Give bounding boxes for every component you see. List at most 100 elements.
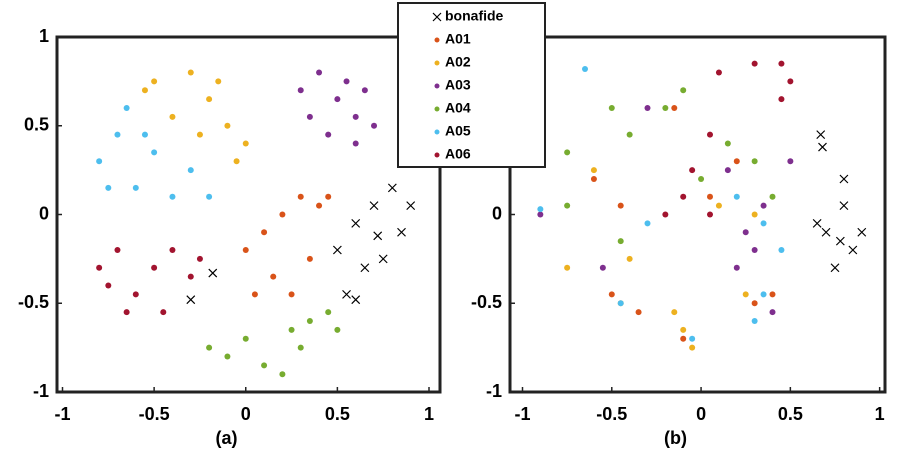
point xyxy=(599,264,606,271)
point xyxy=(635,309,642,316)
point xyxy=(325,131,332,138)
point xyxy=(689,335,696,342)
point xyxy=(564,202,571,209)
y-tick-label: 0 xyxy=(39,203,49,223)
point xyxy=(608,105,615,111)
point xyxy=(196,131,203,138)
point xyxy=(617,300,624,307)
y-tick-label: 0.5 xyxy=(24,115,49,135)
point xyxy=(760,291,767,298)
point xyxy=(123,309,130,316)
legend-marker xyxy=(432,12,442,22)
point xyxy=(724,167,731,174)
legend-marker xyxy=(434,83,440,89)
point xyxy=(839,174,849,184)
point xyxy=(857,227,867,237)
point xyxy=(689,167,696,174)
point xyxy=(151,264,158,271)
point xyxy=(733,193,740,200)
point xyxy=(141,131,148,138)
point xyxy=(332,245,342,255)
point xyxy=(371,122,378,129)
point xyxy=(742,229,749,236)
legend-label: A06 xyxy=(445,146,471,162)
point xyxy=(342,289,351,299)
point xyxy=(215,78,222,85)
legend-marker xyxy=(434,60,440,66)
legend-label: A05 xyxy=(445,123,471,139)
point xyxy=(151,78,158,85)
x-tick-label: 0.5 xyxy=(325,404,350,424)
point xyxy=(733,264,740,271)
point xyxy=(812,218,822,228)
point xyxy=(242,140,249,147)
point xyxy=(279,211,286,218)
point xyxy=(760,220,767,227)
point xyxy=(288,326,295,333)
y-tick-label: -0.5 xyxy=(471,292,502,312)
point xyxy=(351,295,361,305)
x-tick-label: -0.5 xyxy=(139,404,170,424)
legend-label: A01 xyxy=(445,31,471,47)
point xyxy=(169,247,176,253)
point xyxy=(564,264,571,271)
point xyxy=(325,309,332,316)
point xyxy=(662,211,669,218)
point xyxy=(671,309,678,316)
plot-area xyxy=(57,37,440,392)
axes-frame xyxy=(508,35,887,394)
x-tick-label: -0.5 xyxy=(596,404,627,424)
point xyxy=(270,273,277,280)
point xyxy=(132,184,139,191)
y-tick-label: -1 xyxy=(33,381,49,401)
point xyxy=(105,282,112,289)
point xyxy=(279,371,286,378)
point xyxy=(343,78,350,85)
point xyxy=(251,291,258,298)
point xyxy=(671,105,678,111)
x-tick-label: -1 xyxy=(54,404,70,424)
legend: bonafide A01 A02 A03 A04 A05 A06 xyxy=(397,2,546,168)
point xyxy=(680,87,687,94)
point xyxy=(406,201,416,211)
legend-marker xyxy=(434,37,440,43)
point xyxy=(261,229,268,236)
point xyxy=(242,247,249,253)
point xyxy=(169,193,176,200)
point xyxy=(608,291,615,298)
point xyxy=(626,255,633,262)
point xyxy=(724,140,731,147)
point xyxy=(644,105,651,111)
point xyxy=(325,193,332,200)
point xyxy=(169,113,176,120)
point xyxy=(361,87,368,94)
y-tick-label: 1 xyxy=(39,26,49,46)
point xyxy=(187,69,194,76)
point xyxy=(778,96,785,103)
point xyxy=(151,149,158,156)
point xyxy=(769,193,776,200)
point xyxy=(224,122,231,129)
panel: -1 -0.5 0 0.5 1 -1 -0.5 0 0.5 1 (a) xyxy=(18,26,442,448)
point xyxy=(352,113,359,120)
legend-label: bonafide xyxy=(445,8,504,24)
point xyxy=(564,149,571,156)
point xyxy=(206,96,213,103)
x-tick-label: -1 xyxy=(514,404,530,424)
point xyxy=(707,211,713,218)
point xyxy=(334,326,341,333)
point xyxy=(378,254,388,264)
point xyxy=(751,60,758,67)
point xyxy=(707,131,713,138)
point xyxy=(352,140,359,147)
point xyxy=(680,335,687,342)
point xyxy=(751,211,758,218)
point xyxy=(818,142,827,152)
point xyxy=(160,309,167,316)
point xyxy=(698,176,705,182)
point xyxy=(839,201,849,211)
point xyxy=(96,264,103,271)
x-tick-label: 0 xyxy=(696,404,706,424)
point xyxy=(208,268,218,278)
x-tick-label: 0 xyxy=(241,404,251,424)
